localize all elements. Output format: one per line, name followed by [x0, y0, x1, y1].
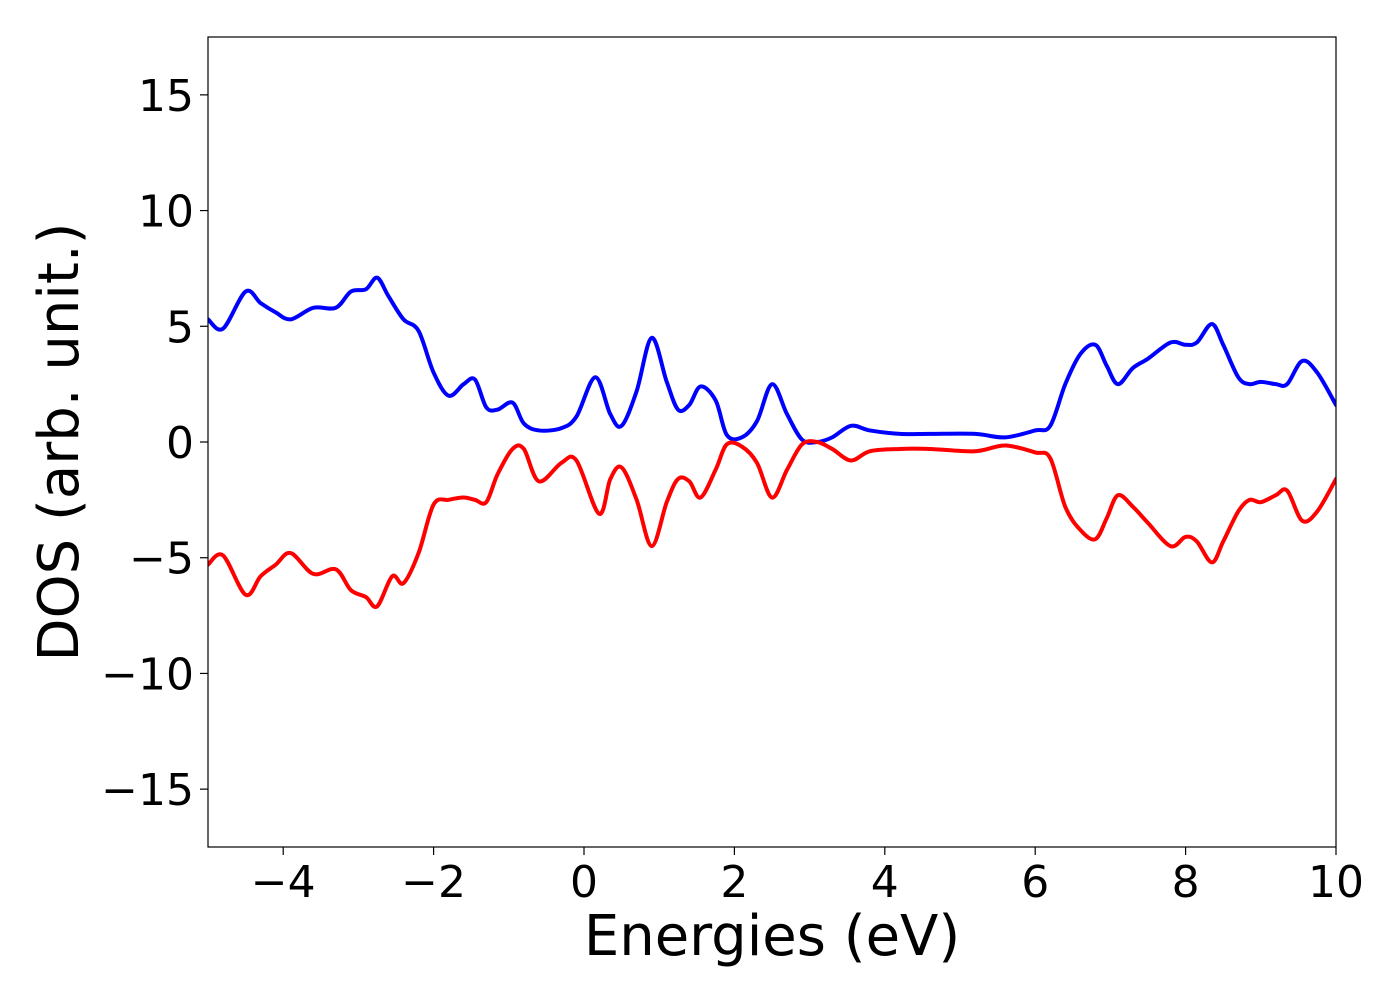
y-axis-label: DOS (arb. unit.) — [27, 222, 92, 661]
x-axis: −4 −2 0 2 4 6 8 10 — [251, 847, 1364, 908]
x-tick-label: 2 — [720, 857, 748, 908]
y-tick-label: −5 — [129, 534, 194, 585]
series-group — [208, 275, 1336, 609]
y-tick-label: 0 — [166, 418, 194, 469]
y-tick-label: 5 — [166, 302, 194, 353]
y-tick-label: −10 — [101, 649, 194, 700]
x-tick-label: 10 — [1308, 857, 1364, 908]
y-axis: 15 10 5 0 −5 −10 −15 — [101, 71, 208, 816]
y-tick-label: −15 — [101, 765, 194, 816]
x-tick-label: −4 — [251, 857, 316, 908]
x-axis-label: Energies (eV) — [584, 904, 960, 969]
series-line-2 — [208, 439, 1336, 609]
x-tick-label: −2 — [401, 857, 466, 908]
x-tick-label: 8 — [1172, 857, 1200, 908]
x-tick-label: 4 — [871, 857, 899, 908]
y-tick-label: 15 — [138, 71, 194, 122]
x-tick-label: 6 — [1021, 857, 1049, 908]
series-line-1 — [208, 275, 1336, 445]
x-tick-label: 0 — [570, 857, 598, 908]
y-tick-label: 10 — [138, 187, 194, 238]
